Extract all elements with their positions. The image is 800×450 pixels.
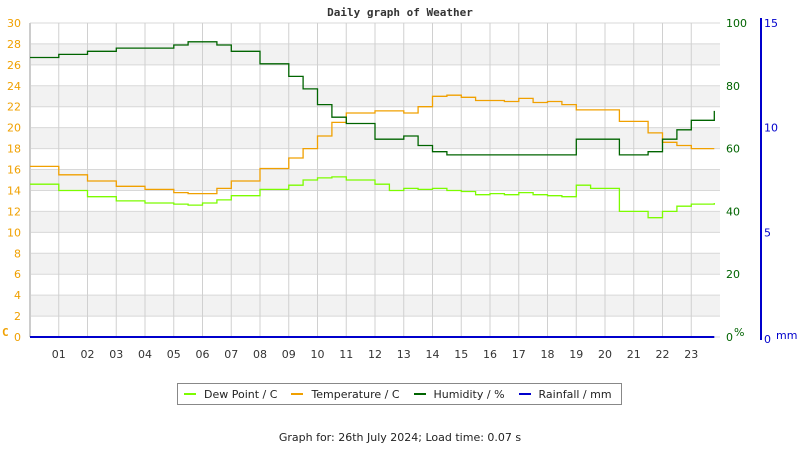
x-tick-label: 07 bbox=[224, 348, 238, 361]
x-tick-label: 01 bbox=[52, 348, 66, 361]
left-tick-label: 28 bbox=[7, 38, 21, 51]
rainfall-tick-label: 0 bbox=[764, 333, 771, 346]
series-line-temperature bbox=[30, 94, 715, 195]
left-tick-label: 8 bbox=[14, 247, 21, 260]
left-tick-label: 22 bbox=[7, 101, 21, 114]
rainfall-tick-label: 5 bbox=[764, 226, 771, 239]
left-tick-label: 24 bbox=[7, 80, 21, 93]
humidity-swatch bbox=[413, 393, 426, 395]
left-tick-label: 6 bbox=[14, 268, 21, 281]
series-line-dew bbox=[30, 176, 715, 219]
x-tick-label: 13 bbox=[397, 348, 411, 361]
x-tick-label: 22 bbox=[656, 348, 670, 361]
left-axis-unit: C bbox=[2, 326, 9, 339]
right-tick-label: 20 bbox=[726, 268, 740, 281]
chart-legend: Dew Point / C Temperature / C Humidity /… bbox=[177, 383, 622, 405]
rainfall-tick-label: 15 bbox=[764, 17, 778, 30]
x-tick-label: 08 bbox=[253, 348, 267, 361]
graph-footer: Graph for: 26th July 2024; Load time: 0.… bbox=[278, 431, 522, 444]
legend-item-rainfall: Rainfall / mm bbox=[518, 387, 612, 401]
left-tick-label: 10 bbox=[7, 226, 21, 239]
x-tick-label: 17 bbox=[512, 348, 526, 361]
right-tick-label: 80 bbox=[726, 80, 740, 93]
x-tick-label: 04 bbox=[138, 348, 152, 361]
x-tick-label: 19 bbox=[569, 348, 583, 361]
dew-point-swatch bbox=[184, 393, 196, 395]
legend-label: Dew Point / C bbox=[204, 387, 278, 401]
legend-item-humidity: Humidity / % bbox=[413, 387, 505, 401]
right-tick-label: 100 bbox=[726, 17, 747, 30]
legend-item-dew-point: Dew Point / C bbox=[184, 388, 277, 401]
x-tick-label: 03 bbox=[109, 348, 123, 361]
left-tick-label: 30 bbox=[7, 17, 21, 30]
right-tick-label: 60 bbox=[726, 143, 740, 156]
x-tick-label: 06 bbox=[196, 348, 210, 361]
series-line-humidity bbox=[30, 41, 715, 156]
x-tick-label: 05 bbox=[167, 348, 181, 361]
x-tick-label: 09 bbox=[282, 348, 296, 361]
x-tick-label: 18 bbox=[541, 348, 555, 361]
right-tick-label: 40 bbox=[726, 205, 740, 218]
temperature-swatch bbox=[291, 393, 304, 395]
x-tick-label: 14 bbox=[426, 348, 440, 361]
x-tick-label: 15 bbox=[454, 348, 468, 361]
left-tick-label: 26 bbox=[7, 59, 21, 72]
left-tick-label: 14 bbox=[7, 184, 21, 197]
chart-title: Daily graph of Weather bbox=[327, 6, 473, 19]
legend-label: Humidity / % bbox=[433, 387, 505, 401]
left-tick-label: 4 bbox=[14, 289, 21, 302]
left-tick-label: 16 bbox=[7, 164, 21, 177]
x-tick-label: 21 bbox=[627, 348, 641, 361]
right-axis-unit: % bbox=[734, 326, 744, 339]
rainfall-tick-label: 10 bbox=[764, 122, 778, 135]
left-tick-label: 18 bbox=[7, 143, 21, 156]
rainfall-swatch bbox=[518, 393, 531, 395]
legend-item-temperature: Temperature / C bbox=[291, 387, 400, 401]
x-tick-label: 16 bbox=[483, 348, 497, 361]
rainfall-axis-unit: mm bbox=[776, 329, 797, 342]
left-tick-label: 12 bbox=[7, 205, 21, 218]
x-tick-label: 02 bbox=[81, 348, 95, 361]
x-tick-label: 23 bbox=[684, 348, 698, 361]
x-tick-label: 12 bbox=[368, 348, 382, 361]
legend-label: Temperature / C bbox=[311, 387, 400, 401]
left-tick-label: 20 bbox=[7, 122, 21, 135]
left-tick-label: 0 bbox=[14, 331, 21, 344]
x-tick-label: 11 bbox=[339, 348, 353, 361]
x-tick-label: 10 bbox=[311, 348, 325, 361]
right-tick-label: 0 bbox=[726, 331, 733, 344]
left-tick-label: 2 bbox=[14, 310, 21, 323]
x-tick-label: 20 bbox=[598, 348, 612, 361]
legend-label: Rainfall / mm bbox=[538, 387, 612, 401]
